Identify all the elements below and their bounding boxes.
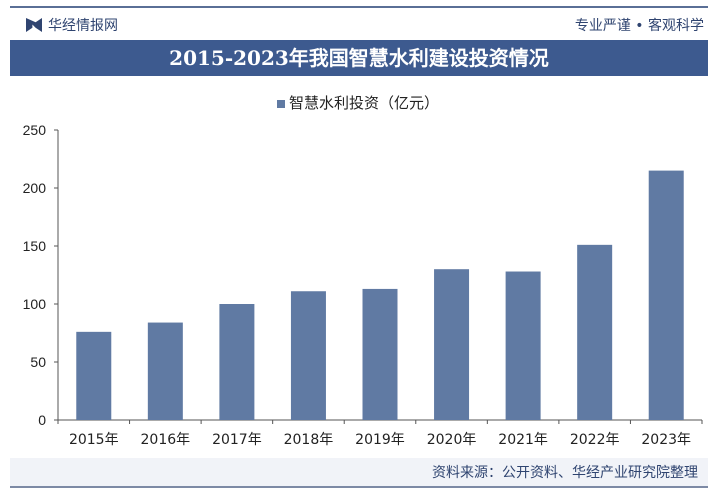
y-tick-label: 100 <box>23 296 47 312</box>
x-tick-label: 2018年 <box>284 432 334 448</box>
bar-2020年 <box>434 269 470 420</box>
slogan: 专业严谨 • 客观科学 <box>574 18 704 34</box>
brand: 华经情报网 <box>26 15 118 35</box>
x-tick-label: 2017年 <box>212 432 262 448</box>
legend: 智慧水利投资（亿元） <box>0 92 716 113</box>
bar-2016年 <box>147 322 183 420</box>
y-tick-label: 50 <box>30 354 46 370</box>
x-tick-label: 2015年 <box>69 432 119 448</box>
x-tick-label: 2022年 <box>570 432 620 448</box>
brand-name: 华经情报网 <box>48 18 118 34</box>
x-tick-label: 2016年 <box>141 432 191 448</box>
legend-swatch <box>276 99 285 108</box>
bar-2019年 <box>362 288 398 420</box>
bar-2023年 <box>648 170 684 420</box>
y-tick-label: 200 <box>23 180 47 196</box>
y-tick-label: 150 <box>23 238 47 254</box>
y-tick-label: 250 <box>23 122 47 138</box>
bar-2018年 <box>290 291 326 420</box>
x-tick-label: 2021年 <box>498 432 548 448</box>
x-tick-label: 2019年 <box>355 432 405 448</box>
logo-icon <box>26 18 42 32</box>
legend-label: 智慧水利投资（亿元） <box>288 94 439 112</box>
top-divider <box>10 6 708 8</box>
x-tick-label: 2023年 <box>641 432 691 448</box>
y-tick-label: 0 <box>38 412 46 428</box>
chart-title: 2015-2023年我国智慧水利建设投资情况 <box>10 40 708 76</box>
x-tick-label: 2020年 <box>427 432 477 448</box>
bar-2022年 <box>577 244 613 420</box>
bar-2021年 <box>505 271 541 420</box>
bar-2015年 <box>76 331 112 420</box>
bar-2017年 <box>219 304 255 420</box>
source-note: 资料来源：公开资料、华经产业研究院整理 <box>10 458 708 488</box>
